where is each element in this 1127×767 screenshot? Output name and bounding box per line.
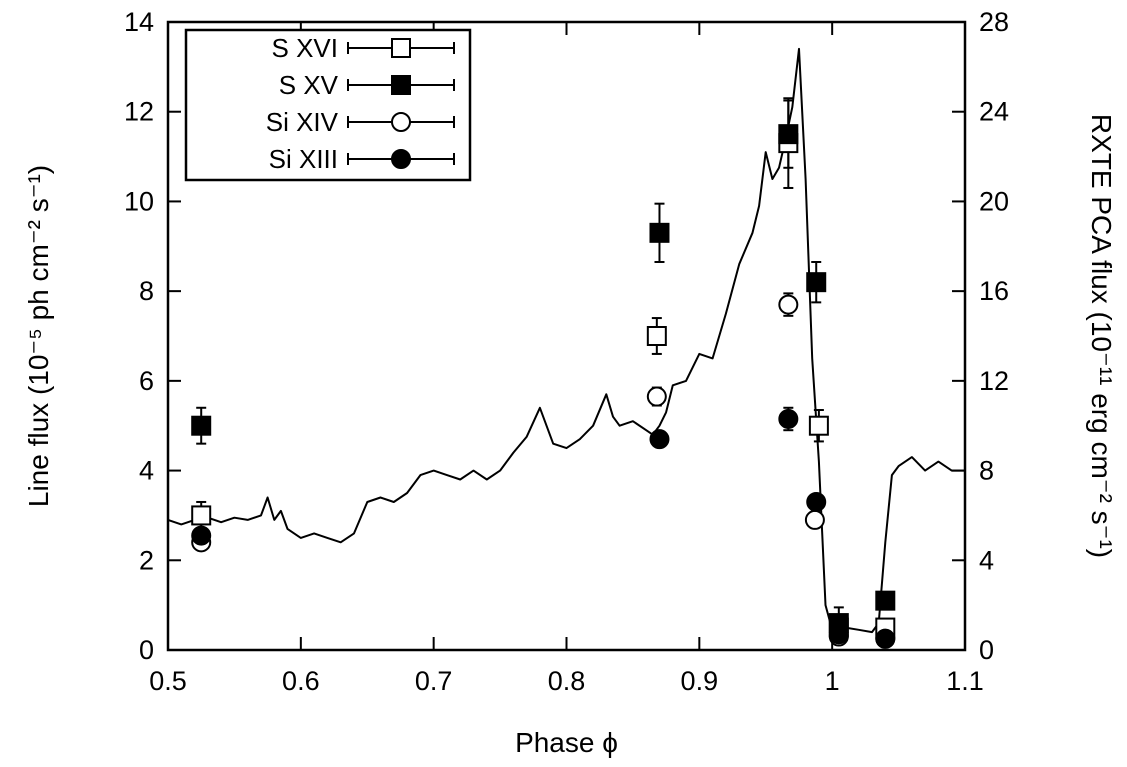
x-axis-title: Phase ϕ xyxy=(515,727,618,758)
y-tick-label: 8 xyxy=(139,276,154,306)
legend-label-s-xv: S XV xyxy=(279,70,339,100)
y2-tick-label: 12 xyxy=(979,366,1009,396)
tick-layer xyxy=(167,21,966,651)
si-xiv-point xyxy=(646,386,667,407)
legend-box xyxy=(184,28,472,182)
y2-tick-label: 0 xyxy=(979,635,994,665)
y2-tick-label: 16 xyxy=(979,276,1009,306)
legend-marker-s-xvi xyxy=(391,38,411,58)
legend-marker-s-xv xyxy=(391,75,411,95)
y-tick-label: 12 xyxy=(124,97,154,127)
y-tick-label: 0 xyxy=(139,635,154,665)
legend-marker-si-xiv xyxy=(391,112,411,132)
y-tick-label: 2 xyxy=(139,545,154,575)
x-tick-label: 1 xyxy=(825,666,840,696)
s-xv-point xyxy=(875,590,896,611)
legend-label-si-xiv: Si XIV xyxy=(266,107,339,137)
y2-axis-title: RXTE PCA flux (10⁻¹¹ erg cm⁻² s⁻¹) xyxy=(1086,114,1117,558)
si-xiv-point xyxy=(804,509,825,530)
x-tick-label: 1.1 xyxy=(946,666,984,696)
s-xv-point xyxy=(778,124,799,145)
si-xiii-point xyxy=(875,628,896,649)
si-xiii-point xyxy=(828,624,849,645)
si-xiv-point xyxy=(778,294,799,315)
legend-label-s-xvi: S XVI xyxy=(272,33,338,63)
s-xvi-point xyxy=(191,505,212,526)
s-xv-point xyxy=(649,222,670,243)
si-xiii-point xyxy=(806,491,827,512)
y-tick-label: 10 xyxy=(124,186,154,216)
y2-tick-label: 28 xyxy=(979,7,1009,37)
x-tick-label: 0.6 xyxy=(282,666,320,696)
y-tick-label: 6 xyxy=(139,366,154,396)
x-tick-label: 0.5 xyxy=(149,666,187,696)
y-axis-title: Line flux (10⁻⁵ ph cm⁻² s⁻¹) xyxy=(23,165,54,507)
s-xv-point xyxy=(806,272,827,293)
y-tick-label: 14 xyxy=(124,7,154,37)
tick-label-layer: 0.5 0.6 0.7 0.8 0.9 1 1.1024681012140481216202… xyxy=(124,7,1009,696)
y-tick-label: 4 xyxy=(139,456,154,486)
legend-label-si-xiii: Si XIII xyxy=(269,144,338,174)
y2-tick-label: 24 xyxy=(979,97,1009,127)
s-xvi-point xyxy=(646,326,667,346)
si-xiii-point xyxy=(649,429,670,450)
s-xvi-point xyxy=(808,415,829,436)
marker-layer xyxy=(191,124,896,649)
si-xiii-point xyxy=(778,408,799,429)
x-tick-label: 0.7 xyxy=(415,666,453,696)
legend-marker-si-xiii xyxy=(391,149,411,169)
s-xv-point xyxy=(191,415,212,436)
y2-tick-label: 8 xyxy=(979,456,994,486)
y2-tick-label: 4 xyxy=(979,545,994,575)
x-tick-label: 0.8 xyxy=(548,666,586,696)
legend: S XVI S XV Si XIV Si XIII xyxy=(184,28,472,182)
y2-tick-label: 20 xyxy=(979,186,1009,216)
x-tick-label: 0.9 xyxy=(681,666,719,696)
si-xiii-point xyxy=(191,525,212,546)
